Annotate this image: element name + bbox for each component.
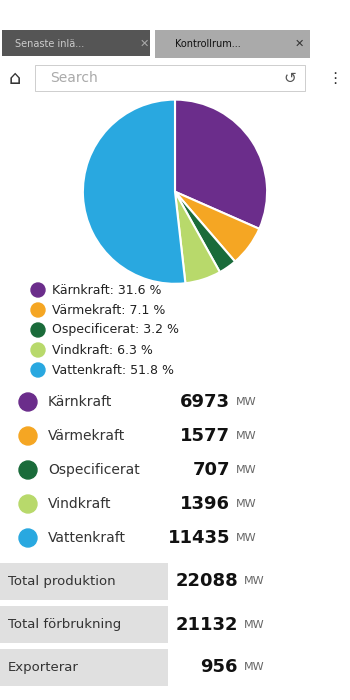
Text: 1577: 1577 <box>180 427 230 445</box>
Wedge shape <box>175 192 259 262</box>
Circle shape <box>19 427 37 445</box>
Text: 21132: 21132 <box>175 615 238 634</box>
Bar <box>155 30 310 58</box>
Text: MW: MW <box>236 431 257 441</box>
Circle shape <box>19 529 37 547</box>
Text: ✕: ✕ <box>295 39 304 49</box>
Text: Ospecificerat: Ospecificerat <box>48 463 140 477</box>
Text: MW: MW <box>236 499 257 509</box>
Text: ✕: ✕ <box>140 39 149 49</box>
Text: Total produktion: Total produktion <box>8 575 116 588</box>
Text: Värmekraft: Värmekraft <box>48 429 125 443</box>
Text: MW: MW <box>244 620 265 629</box>
Text: halebop: halebop <box>10 9 55 19</box>
Text: 36 %: 36 % <box>252 9 276 19</box>
Bar <box>0 606 168 643</box>
Text: Vattenkraft: Vattenkraft <box>48 531 126 545</box>
Circle shape <box>31 323 45 337</box>
Text: 956: 956 <box>201 659 238 676</box>
Wedge shape <box>175 99 267 229</box>
Circle shape <box>31 283 45 297</box>
Text: Exporterar: Exporterar <box>8 661 79 674</box>
Text: Senaste inlä...: Senaste inlä... <box>15 39 84 49</box>
Text: Kontrollrum...: Kontrollrum... <box>175 39 241 49</box>
Text: MW: MW <box>244 577 265 587</box>
Text: 1396: 1396 <box>180 495 230 513</box>
Text: Vindkraft: Vindkraft <box>48 497 112 511</box>
Text: Vindkraft: 6.3 %: Vindkraft: 6.3 % <box>52 344 153 356</box>
Text: 0,00K/s: 0,00K/s <box>77 9 113 19</box>
Wedge shape <box>83 99 186 284</box>
Text: MW: MW <box>236 397 257 407</box>
Circle shape <box>19 461 37 479</box>
Text: +: + <box>323 35 337 53</box>
Circle shape <box>19 495 37 513</box>
Bar <box>35 65 305 91</box>
Circle shape <box>31 303 45 317</box>
Circle shape <box>31 343 45 357</box>
Text: Vattenkraft: 51.8 %: Vattenkraft: 51.8 % <box>52 363 174 377</box>
Text: ⌂: ⌂ <box>9 69 21 88</box>
Text: Kärnkraft: Kärnkraft <box>48 395 112 409</box>
Wedge shape <box>175 192 235 272</box>
Text: 11435: 11435 <box>168 529 230 547</box>
Circle shape <box>19 393 37 411</box>
Wedge shape <box>175 192 220 284</box>
Text: MW: MW <box>236 533 257 543</box>
Bar <box>0 650 168 685</box>
Text: ↺: ↺ <box>284 71 296 85</box>
Text: 707: 707 <box>193 461 230 479</box>
Text: Ospecificerat: 3.2 %: Ospecificerat: 3.2 % <box>52 323 179 337</box>
Text: ⋮: ⋮ <box>327 71 343 85</box>
Text: 20:22: 20:22 <box>304 9 332 19</box>
Bar <box>0 564 168 600</box>
Text: Kärnkraft: 31.6 %: Kärnkraft: 31.6 % <box>52 284 161 297</box>
Circle shape <box>31 363 45 377</box>
Text: MW: MW <box>244 662 265 673</box>
Text: Total förbrukning: Total förbrukning <box>8 618 121 631</box>
Text: Search: Search <box>50 71 98 85</box>
Text: 22088: 22088 <box>175 573 238 591</box>
Text: MW: MW <box>236 465 257 475</box>
Text: 6973: 6973 <box>180 393 230 411</box>
Text: Värmekraft: 7.1 %: Värmekraft: 7.1 % <box>52 304 165 316</box>
Bar <box>2 30 150 56</box>
